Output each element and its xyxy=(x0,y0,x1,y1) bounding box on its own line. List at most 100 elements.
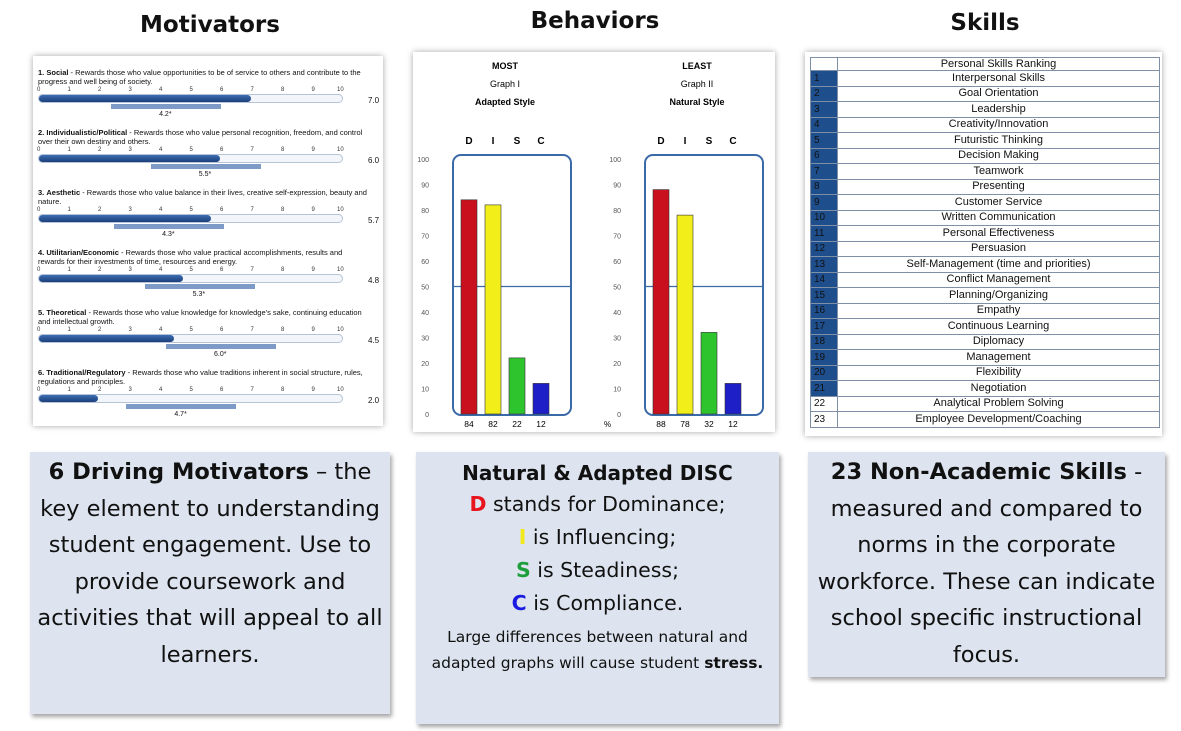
y-tick-label: 20 xyxy=(613,361,621,368)
motivator-item: 6. Traditional/Regulatory - Rewards thos… xyxy=(37,368,379,418)
motivator-item: 1. Social - Rewards those who value oppo… xyxy=(37,68,379,118)
motivator-name: 5. xyxy=(38,308,45,317)
disc-bar-d xyxy=(460,199,478,415)
disc-value-label: 88 xyxy=(656,419,666,429)
scale-tick-label: 2 xyxy=(98,207,102,213)
skill-row: 6 Decision Making xyxy=(810,147,1160,164)
scale-tick-label: 4 xyxy=(159,87,163,93)
motivator-score: 2.0 xyxy=(368,396,380,405)
scale-tick-label: 8 xyxy=(281,327,285,333)
skill-row: 2 Goal Orientation xyxy=(810,85,1160,102)
skill-rank: 5 xyxy=(810,132,838,149)
scale-tick-label: 8 xyxy=(281,207,285,213)
motivator-desc: - Rewards those who value opportunities … xyxy=(38,68,361,86)
graph-heading: MOST xyxy=(492,61,519,71)
motivator-name: Individualistic/Political xyxy=(46,128,128,137)
graph-subheading: Graph II xyxy=(681,79,714,89)
motivator-item: 2. Individualistic/Political - Rewards t… xyxy=(37,128,379,178)
skill-name: Employee Development/Coaching xyxy=(837,411,1160,428)
y-tick-label: 70 xyxy=(613,234,621,241)
disc-definition-text: stands for Dominance; xyxy=(486,492,726,516)
motivator-scale: 0 1 2 3 4 5 6 7 8 9 10 xyxy=(37,146,344,154)
disc-bar-c xyxy=(532,383,550,415)
skill-rank: 12 xyxy=(810,240,838,257)
skill-name: Planning/Organizing xyxy=(837,287,1160,304)
scale-tick-label: 7 xyxy=(250,147,254,153)
motivator-norm-label: 5.5* xyxy=(198,171,212,178)
motivator-norm-label: 4.3* xyxy=(162,231,175,238)
motivator-name: Traditional/Regulatory xyxy=(46,368,126,377)
skill-row: 14 Conflict Management xyxy=(810,271,1160,288)
graph-frame xyxy=(452,154,572,416)
skill-rank: 2 xyxy=(810,85,838,102)
motivator-norm-band xyxy=(144,284,255,289)
skill-rank: 3 xyxy=(810,101,838,118)
scale-tick-label: 7 xyxy=(250,267,254,273)
scale-tick-label: 6 xyxy=(220,327,224,333)
skill-row: 18 Diplomacy xyxy=(810,333,1160,350)
motivator-name: 1. xyxy=(38,68,45,77)
skills-ranking-table: Personal Skills Ranking 1 Interpersonal S… xyxy=(810,57,1160,428)
skill-rank: 15 xyxy=(810,287,838,304)
motivator-desc: - Rewards those who value balance in the… xyxy=(38,188,367,206)
skill-row: 20 Flexibility xyxy=(810,364,1160,381)
skill-name: Negotiation xyxy=(837,380,1160,397)
motivator-name: 3. xyxy=(38,188,45,197)
skill-rank: 7 xyxy=(810,163,838,180)
disc-definition-letter: I xyxy=(518,525,527,549)
scale-tick-label: 7 xyxy=(250,87,254,93)
scale-tick-label: 0 xyxy=(37,387,41,393)
skill-row: 19 Management xyxy=(810,349,1160,366)
motivator-bar-track xyxy=(38,274,343,283)
disc-letter-label: I xyxy=(684,136,687,147)
motivator-norm-band xyxy=(114,224,225,229)
skill-name: Creativity/Innovation xyxy=(837,116,1160,133)
skills-ranking-panel: Personal Skills Ranking 1 Interpersonal S… xyxy=(805,52,1162,436)
disc-letter-label: I xyxy=(492,136,495,147)
y-tick-label: 60 xyxy=(421,259,429,266)
y-tick-label: 100 xyxy=(609,157,621,164)
motivator-score: 7.0 xyxy=(368,96,380,105)
scale-tick-label: 7 xyxy=(250,207,254,213)
scale-tick-label: 1 xyxy=(67,147,71,153)
scale-tick-label: 9 xyxy=(311,87,315,93)
scale-tick-label: 6 xyxy=(220,207,224,213)
scale-tick-label: 7 xyxy=(250,387,254,393)
motivator-bar-track xyxy=(38,94,343,103)
skill-name: Conflict Management xyxy=(837,271,1160,288)
skill-name: Management xyxy=(837,349,1160,366)
scale-tick-label: 5 xyxy=(189,327,193,333)
scale-tick-label: 2 xyxy=(98,147,102,153)
scale-tick-label: 2 xyxy=(98,87,102,93)
skill-rank: 23 xyxy=(810,411,838,428)
motivator-norm-label: 4.7* xyxy=(174,411,187,418)
skill-name: Presenting xyxy=(837,178,1160,195)
y-tick-label: 60 xyxy=(613,259,621,266)
disc-bar-s xyxy=(508,357,526,415)
disc-definition-letter: S xyxy=(516,558,531,582)
disc-value-label: 22 xyxy=(512,419,522,429)
motivator-name: Social xyxy=(46,68,69,77)
scale-tick-label: 6 xyxy=(220,267,224,273)
skill-rank: 6 xyxy=(810,147,838,164)
motivator-name: Utilitarian/Economic xyxy=(46,248,119,257)
scale-tick-label: 8 xyxy=(281,267,285,273)
scale-tick-label: 5 xyxy=(189,87,193,93)
motivator-bar-fill xyxy=(39,95,251,102)
scale-tick-label: 10 xyxy=(337,207,344,213)
scale-tick-label: 0 xyxy=(37,147,41,153)
disc-letter-label: D xyxy=(465,136,472,147)
motivator-name: Theoretical xyxy=(46,308,87,317)
y-tick-label: 40 xyxy=(613,310,621,317)
skill-name: Customer Service xyxy=(837,194,1160,211)
disc-definition-line: I is Influencing; xyxy=(416,521,779,554)
disc-letter-label: C xyxy=(729,136,736,147)
skill-rank: 20 xyxy=(810,364,838,381)
scale-tick-label: 3 xyxy=(128,87,132,93)
skill-rank: 1 xyxy=(810,70,838,87)
skill-row: 23 Employee Development/Coaching xyxy=(810,411,1160,428)
y-tick-label: 80 xyxy=(421,208,429,215)
disc-bar-c xyxy=(724,383,742,415)
scale-tick-label: 9 xyxy=(311,267,315,273)
skill-rank: 18 xyxy=(810,333,838,350)
